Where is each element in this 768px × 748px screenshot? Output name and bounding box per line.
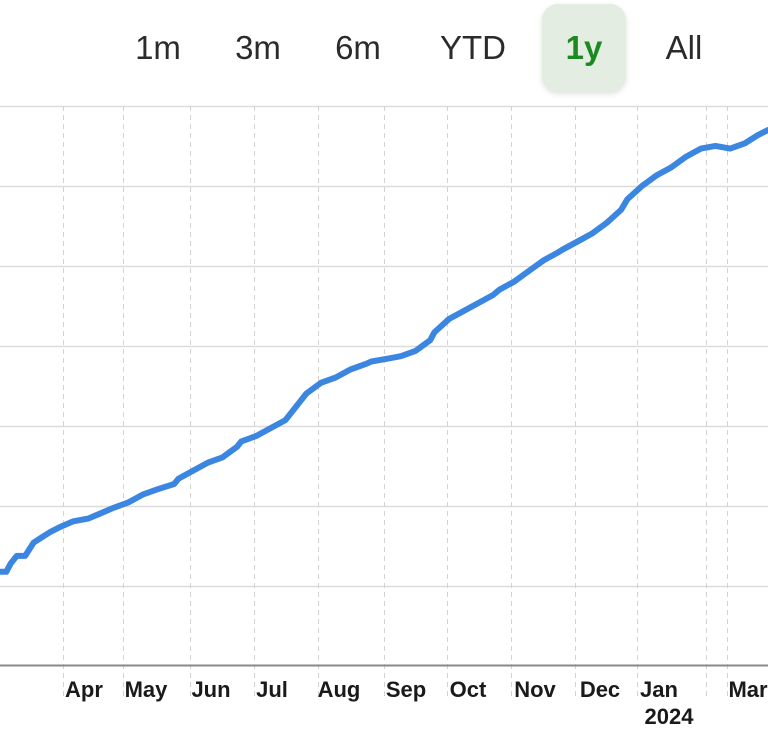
x-tick-label: Jan (640, 677, 678, 702)
x-tick-label: Mar (728, 677, 768, 702)
range-1m-button[interactable]: 1m (118, 4, 198, 92)
x-tick-label: Jun (191, 677, 230, 702)
x-tick-label: Oct (450, 677, 487, 702)
x-tick-labels: Apr May Jun Jul Aug Sep Oct Nov Dec Jan Mar 2024 (65, 677, 768, 729)
x-tick-label: Sep (386, 677, 426, 702)
x-tick-label: Jul (256, 677, 288, 702)
range-1y-label: 1y (565, 29, 603, 66)
range-ytd-label: YTD (440, 29, 506, 66)
range-all-label: All (665, 29, 703, 66)
series-line (0, 127, 768, 575)
range-1y-button[interactable]: 1y (542, 4, 626, 92)
x-tick-label: Apr (65, 677, 103, 702)
range-6m-button[interactable]: 6m (318, 4, 398, 92)
x-tick-label: Aug (318, 677, 361, 702)
x-year-label: 2024 (645, 704, 695, 729)
range-all-button[interactable]: All (644, 4, 724, 92)
x-tick-label: Nov (514, 677, 556, 702)
series-group (0, 127, 768, 575)
range-1m-label: 1m (135, 29, 181, 66)
range-ytd-button[interactable]: YTD (428, 4, 518, 92)
range-selector: 1m 3m 6m YTD 1y All (0, 0, 768, 100)
x-tick-label: May (125, 677, 169, 702)
range-6m-label: 6m (335, 29, 381, 66)
vertical-gridlines (63, 106, 728, 700)
x-tick-label: Dec (580, 677, 620, 702)
range-3m-label: 3m (235, 29, 281, 66)
range-3m-button[interactable]: 3m (218, 4, 298, 92)
